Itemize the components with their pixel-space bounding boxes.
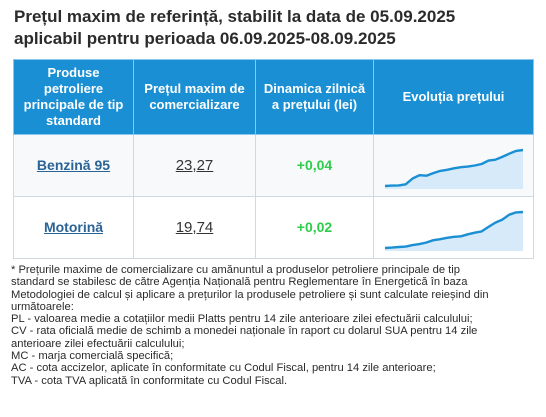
- trend-area: [384, 211, 523, 251]
- price-link-motorina[interactable]: 19,74: [175, 218, 214, 236]
- cell-dynamics: +0,04: [255, 134, 374, 197]
- table-header-row: Produse petroliere principale de tip sta…: [13, 59, 534, 135]
- footnote-line: AC - cota accizelor, aplicate în conform…: [11, 362, 436, 375]
- table-row-benzina: Benzină 95 23,27 +0,04: [13, 134, 534, 197]
- cell-product: Benzină 95: [13, 134, 134, 197]
- header-dynamics: Dinamica zilnică a prețului (lei): [255, 59, 374, 135]
- footnote-line: CV - rata oficială medie de schimb a mon…: [11, 325, 478, 338]
- price-link-benzina-95[interactable]: 23,27: [175, 156, 214, 174]
- cell-price: 23,27: [133, 134, 256, 197]
- footnote-line: * Prețurile maxime de comercializare cu …: [11, 264, 460, 276]
- footnote-line: standard se stabilesc de către Agenția N…: [11, 276, 468, 289]
- product-link-motorina[interactable]: Motorină: [43, 218, 104, 235]
- page-title: Prețul maxim de referință, stabilit la d…: [14, 6, 534, 50]
- trend-line: [384, 210, 523, 249]
- trend-line: [384, 148, 523, 187]
- footnote-line: anterioare zilei efectuării calculului;: [11, 337, 185, 350]
- fuel-price-table: Produse petroliere principale de tip sta…: [13, 59, 534, 259]
- footnote-line: următoarele:: [11, 300, 74, 313]
- title-line-2: aplicabil pentru perioada 06.09.2025-08.…: [14, 29, 396, 48]
- header-evolution: Evoluția prețului: [373, 59, 534, 135]
- header-product: Produse petroliere principale de tip sta…: [13, 59, 134, 135]
- cell-evolution: [373, 134, 534, 197]
- footnote-line: PL - valoarea medie a cotațiilor medii P…: [11, 313, 473, 326]
- footnotes: * Prețurile maxime de comercializare cu …: [11, 264, 539, 387]
- dynamics-value: +0,02: [296, 218, 333, 235]
- table-row-motorina: Motorină 19,74 +0,02: [13, 196, 534, 259]
- footnote-line: TVA - cota TVA aplicată în conformitate …: [11, 374, 288, 387]
- trend-chart-motorina: [384, 210, 523, 251]
- footnote-line: MC - marja comercială specifică;: [11, 350, 174, 363]
- trend-chart-benzina-95: [384, 148, 523, 189]
- cell-product: Motorină: [13, 196, 134, 259]
- cell-evolution: [373, 196, 534, 259]
- footnote-line: Metodologiei de calcul și aplicare a pre…: [11, 288, 489, 301]
- header-price: Prețul maxim de comercializare: [133, 59, 256, 135]
- title-line-1: Prețul maxim de referință, stabilit la d…: [14, 7, 456, 26]
- cell-price: 19,74: [133, 196, 256, 259]
- dynamics-value: +0,04: [296, 156, 333, 173]
- product-link-benzina-95[interactable]: Benzină 95: [36, 156, 111, 173]
- cell-dynamics: +0,02: [255, 196, 374, 259]
